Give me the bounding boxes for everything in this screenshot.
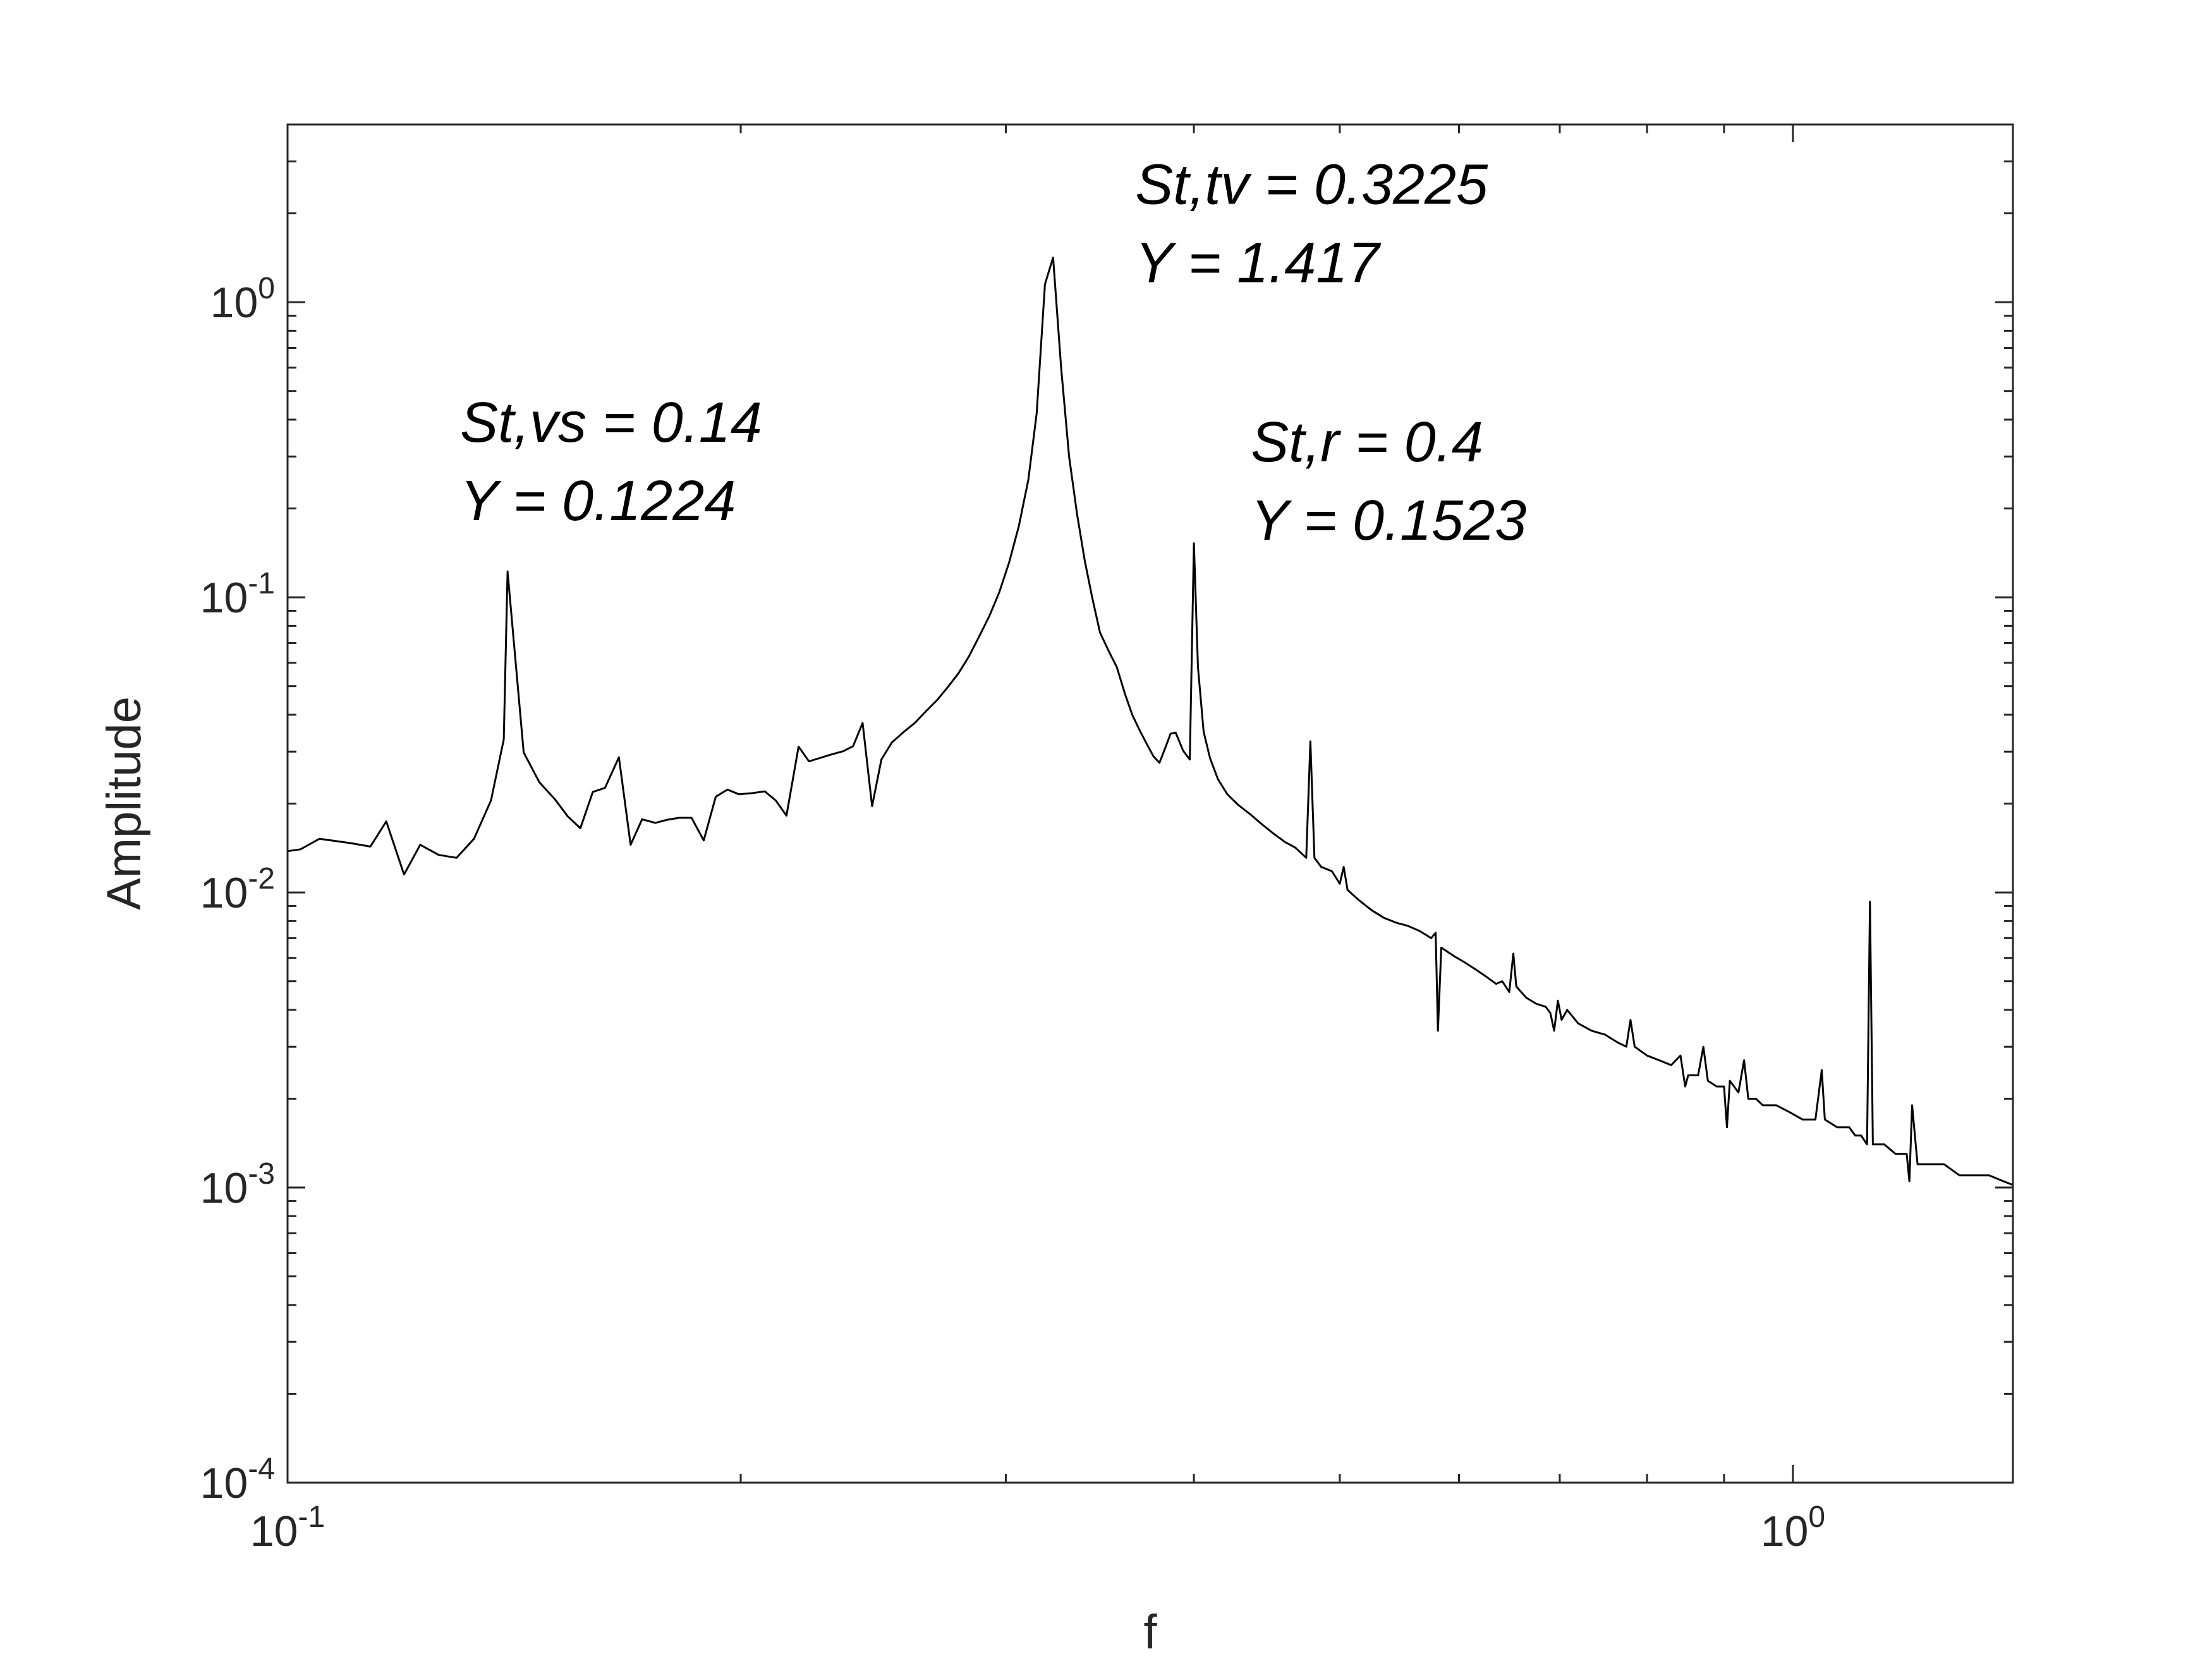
annotation-line-2: Y = 0.1224 — [460, 470, 736, 533]
y-tick-label: 10-4 — [200, 1452, 275, 1507]
plot-frame — [286, 123, 2014, 1484]
series-layer — [287, 257, 2014, 1186]
x-tick-label-exponent: 0 — [1808, 1500, 1825, 1534]
annotation-line-2: Y = 1.417 — [1135, 231, 1381, 295]
y-tick-label: 10-2 — [200, 862, 275, 917]
y-tick-label-base: 10 — [200, 869, 248, 917]
y-tick-label-exponent: -4 — [248, 1452, 275, 1486]
y-tick-label-exponent: -1 — [248, 567, 275, 600]
peak-annotation: St,tv = 0.3225 Y = 1.417 — [1135, 153, 1488, 295]
y-tick-label: 10-1 — [200, 567, 275, 622]
x-tick-label: 100 — [1761, 1500, 1825, 1555]
annotation-line-1: St,vs = 0.14 — [460, 391, 762, 454]
peak-annotation: St,r = 0.4 Y = 0.1523 — [1251, 411, 1526, 552]
x-tick-label-base: 10 — [250, 1507, 298, 1555]
x-axis-label: f — [1143, 1605, 1157, 1659]
y-tick-label: 10-3 — [200, 1157, 275, 1212]
peak-annotation: St,vs = 0.14 Y = 0.1224 — [460, 391, 762, 533]
ticks-layer — [286, 123, 2013, 1484]
x-tick-label-exponent: -1 — [298, 1500, 325, 1534]
y-tick-label-base: 10 — [210, 279, 258, 327]
annotations-layer: St,vs = 0.14 Y = 0.1224 St,tv = 0.3225 Y = … — [460, 153, 1526, 552]
y-tick-label-exponent: -2 — [248, 862, 275, 896]
x-tick-label-base: 10 — [1761, 1507, 1809, 1555]
y-tick-label-exponent: -3 — [248, 1157, 275, 1191]
series-line — [287, 257, 2014, 1186]
x-tick-label: 10-1 — [250, 1500, 325, 1555]
annotation-line-1: St,r = 0.4 — [1251, 411, 1483, 474]
y-tick-label-base: 10 — [200, 574, 248, 622]
y-tick-label: 100 — [210, 272, 275, 327]
annotation-line-1: St,tv = 0.3225 — [1135, 153, 1488, 216]
y-axis-label: Amplitude — [97, 696, 151, 910]
annotation-line-2: Y = 0.1523 — [1251, 489, 1526, 552]
y-tick-label-base: 10 — [200, 1459, 248, 1507]
y-tick-label-exponent: 0 — [258, 272, 275, 305]
y-tick-label-base: 10 — [200, 1164, 248, 1212]
